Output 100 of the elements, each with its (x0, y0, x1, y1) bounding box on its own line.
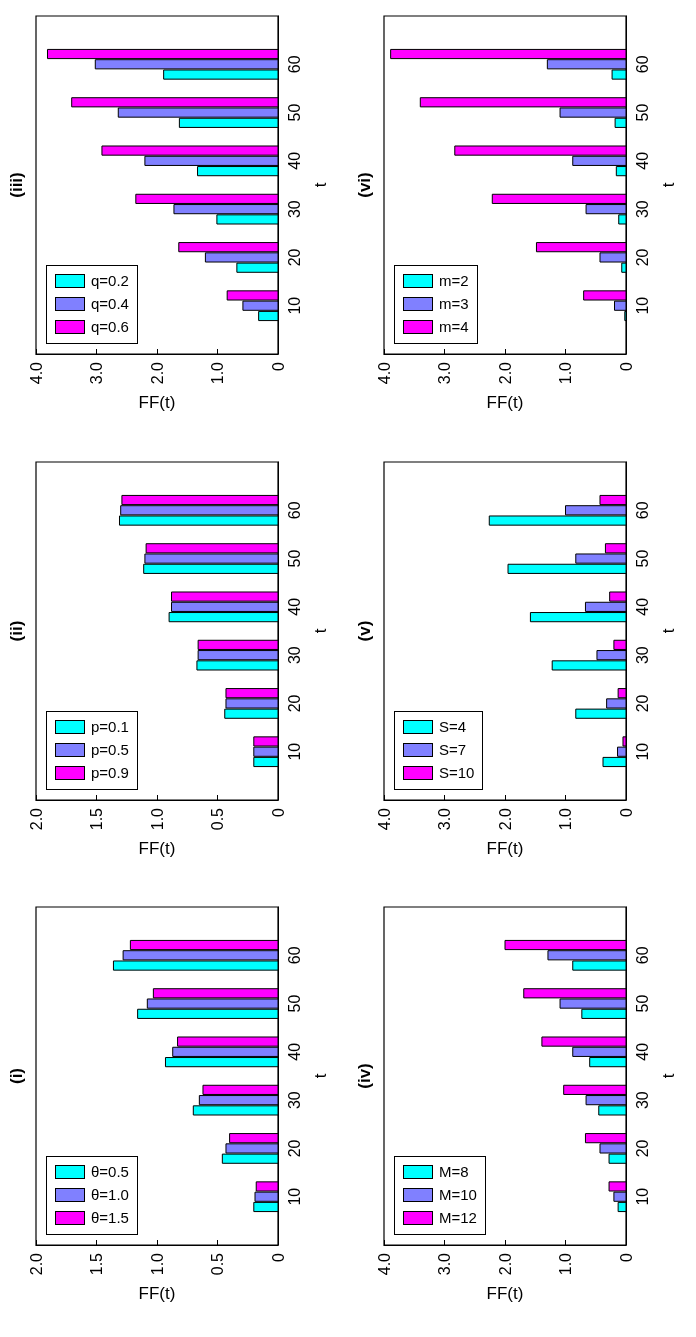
legend-label: m=3 (439, 295, 469, 313)
text: (iv) (354, 1063, 374, 1090)
y-tick-label: 20 (285, 248, 303, 267)
y-tick-label: 40 (633, 1043, 651, 1062)
x-tick-label: 1.5 (88, 807, 105, 830)
y-tick-label: 60 (285, 55, 303, 74)
x-tick-label: 0 (269, 361, 287, 371)
x-tick-label: 0 (617, 807, 635, 817)
x-tick-label: 3.0 (436, 807, 453, 830)
x-tick-label: 2.0 (148, 361, 166, 385)
y-tick-label: 20 (633, 248, 651, 267)
x-tick-label: 1.0 (557, 807, 574, 830)
legend-label: p=0.5 (91, 740, 129, 759)
x-tick-label: 1.0 (557, 1253, 574, 1276)
y-tick-label: 40 (285, 1043, 303, 1062)
y-tick-label: 60 (633, 55, 651, 74)
x-tick-label: 4.0 (375, 1253, 393, 1276)
x-tick-label: 3.0 (88, 361, 105, 385)
y-axis-title: t (311, 182, 330, 188)
text: (ii) (6, 620, 26, 642)
x-tick-label: 0.5 (209, 807, 226, 830)
x-tick-label: 1.5 (88, 1253, 105, 1276)
y-axis-title: t (311, 1073, 330, 1079)
legend-label: q=0.6 (91, 318, 129, 336)
y-tick-label: 60 (285, 946, 303, 965)
x-tick-label: 4.0 (27, 361, 45, 385)
legend-label: M=10 (439, 1186, 477, 1205)
legend-label: θ=1.0 (91, 1186, 129, 1205)
y-tick-label: 40 (633, 151, 651, 170)
legend-label: p=0.1 (91, 717, 129, 736)
y-axis-title: t (659, 182, 678, 188)
y-tick-label: 20 (633, 694, 651, 712)
y-tick-label: 50 (285, 994, 303, 1013)
x-tick-label: 1.0 (209, 361, 226, 385)
y-tick-label: 30 (633, 1091, 651, 1110)
x-tick-label: 2.0 (496, 1253, 514, 1276)
x-tick-label: 0 (269, 1253, 287, 1263)
legend-label: S=4 (439, 717, 467, 736)
y-tick-label: 60 (633, 946, 651, 965)
x-tick-label: 0 (617, 361, 635, 371)
y-tick-label: 40 (285, 151, 303, 170)
x-tick-label: 2.0 (27, 1253, 45, 1276)
x-axis-title: FF(t) (486, 1284, 524, 1304)
y-tick-label: 20 (285, 694, 303, 712)
y-tick-label: 30 (285, 645, 303, 664)
y-axis-title: t (659, 1073, 678, 1079)
y-tick-label: 30 (633, 200, 651, 219)
text: (vi) (354, 172, 374, 198)
y-tick-label: 40 (285, 597, 303, 616)
legend-label: S=10 (439, 763, 475, 782)
legend-label: θ=1.5 (91, 1209, 129, 1228)
y-axis-title: t (311, 628, 330, 634)
x-tick-label: 1.0 (148, 1253, 166, 1276)
y-tick-label: 50 (633, 549, 651, 568)
y-tick-label: 10 (285, 742, 303, 761)
y-tick-label: 10 (285, 1188, 303, 1206)
x-axis-title: FF(t) (486, 838, 524, 858)
x-tick-label: 0 (617, 1253, 635, 1263)
y-tick-label: 50 (633, 103, 651, 122)
x-tick-label: 0.5 (209, 1253, 226, 1276)
legend-label: m=4 (439, 318, 469, 336)
legend-label: m=2 (439, 272, 469, 290)
x-tick-label: 4.0 (375, 807, 393, 830)
y-tick-label: 30 (633, 645, 651, 664)
legend-label: S=7 (439, 740, 467, 759)
y-tick-label: 50 (285, 103, 303, 122)
y-tick-label: 10 (633, 296, 651, 315)
x-tick-label: 1.0 (148, 807, 166, 830)
y-tick-label: 40 (633, 597, 651, 616)
x-axis-title: FF(t) (138, 838, 176, 858)
y-tick-label: 20 (633, 1139, 651, 1158)
legend-label: p=0.9 (91, 763, 129, 782)
x-tick-label: 4.0 (375, 361, 393, 385)
x-tick-label: 3.0 (436, 361, 453, 385)
x-tick-label: 2.0 (496, 361, 514, 385)
y-tick-label: 10 (285, 296, 303, 315)
y-tick-label: 10 (633, 1188, 651, 1206)
y-tick-label: 30 (285, 1091, 303, 1110)
y-tick-label: 50 (633, 994, 651, 1013)
y-tick-label: 10 (633, 742, 651, 761)
x-axis-title: FF(t) (138, 393, 176, 412)
legend-label: M=8 (439, 1163, 469, 1182)
legend-label: q=0.4 (91, 295, 129, 313)
y-tick-label: 20 (285, 1139, 303, 1158)
y-tick-label: 50 (285, 549, 303, 568)
text: (iii) (6, 172, 26, 198)
x-axis-title: FF(t) (486, 393, 524, 412)
y-tick-label: 30 (285, 200, 303, 219)
legend-label: q=0.2 (91, 272, 129, 290)
x-tick-label: 2.0 (27, 807, 45, 830)
legend-label: θ=0.5 (91, 1163, 129, 1182)
y-tick-label: 60 (285, 500, 303, 519)
x-axis-title: FF(t) (138, 1284, 176, 1304)
text: (v) (354, 620, 374, 642)
x-tick-label: 0 (269, 807, 287, 817)
y-tick-label: 60 (633, 500, 651, 519)
text: (i) (6, 1068, 26, 1085)
x-tick-label: 2.0 (496, 807, 514, 830)
legend-label: M=12 (439, 1209, 477, 1228)
x-tick-label: 1.0 (557, 361, 574, 385)
